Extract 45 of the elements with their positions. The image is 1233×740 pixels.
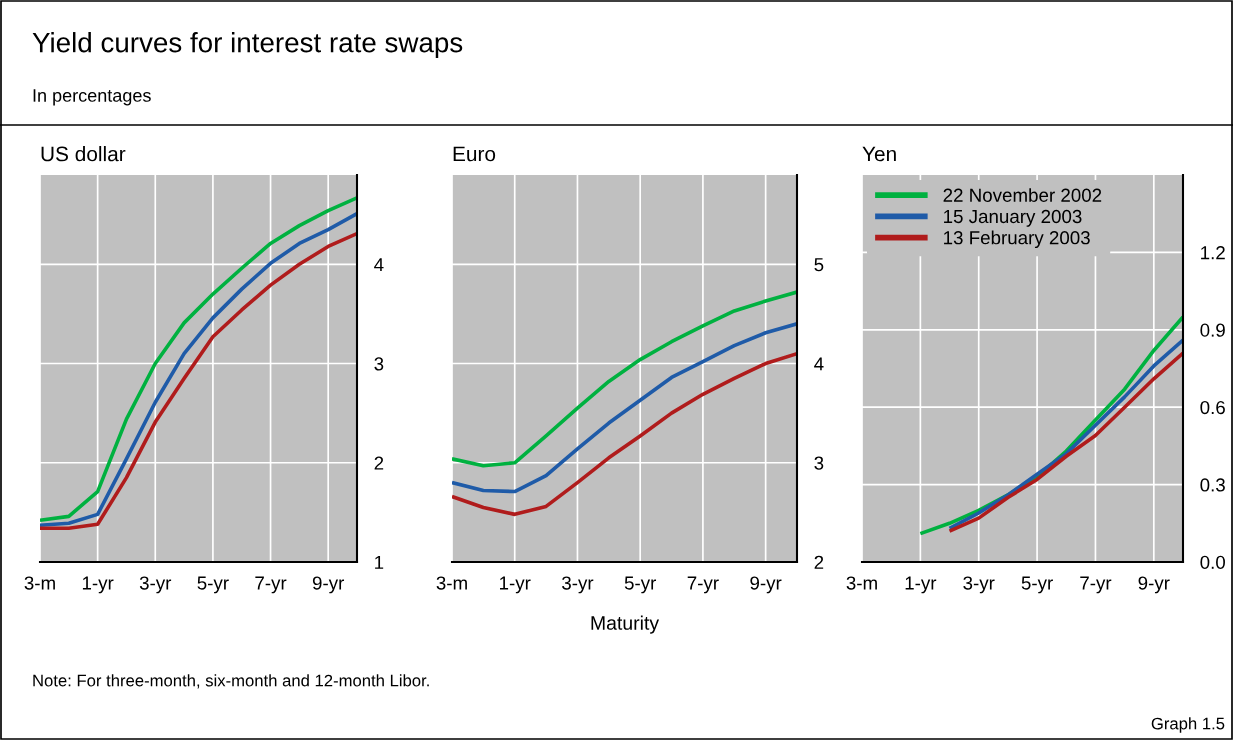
x-tick-label: 3-yr — [963, 576, 995, 594]
x-tick-label: 1-yr — [500, 576, 531, 594]
x-tick-label: 7-yr — [255, 576, 287, 594]
x-tick-label: 3-m — [436, 576, 467, 590]
x-tick-label: 3-yr — [562, 576, 594, 594]
x-tick-label: 9-yr — [312, 576, 345, 594]
legend-label: 13 February 2003 — [944, 230, 1090, 249]
text: Note: For three-month, six-month and 12-month Libor. — [33, 674, 429, 689]
x-tick-label: 5-yr — [1021, 576, 1053, 594]
line-series — [452, 290, 797, 468]
x-tick-label: 3-m — [846, 576, 877, 590]
x-axis-title: Maturity — [591, 615, 660, 634]
y-tick-label: 2 — [814, 555, 824, 569]
y-tick-label: 2 — [374, 456, 384, 470]
y-tick-label: 3 — [374, 357, 384, 371]
x-tick-label: 9-yr — [1138, 576, 1170, 594]
x-tick-label: 7-yr — [687, 576, 719, 594]
x-tick-label: 9-yr — [750, 576, 782, 594]
x-tick-label: 1-yr — [905, 576, 937, 594]
x-tick-label: 3-m — [24, 576, 55, 590]
x-tick-label: 7-yr — [1080, 576, 1112, 594]
legend-label: 22 November 2002 — [943, 188, 1102, 202]
y-tick-label: 5 — [814, 258, 824, 272]
legend-label: 15 January 2003 — [944, 209, 1082, 227]
x-tick-label: 3-yr — [139, 576, 172, 594]
y-tick-label: 0.3 — [1200, 478, 1225, 492]
y-tick-label: 4 — [814, 357, 824, 371]
line-series — [452, 351, 797, 517]
y-tick-label: 0.0 — [1200, 555, 1225, 569]
y-tick-label: 1.2 — [1201, 246, 1225, 260]
chart-title: US dollar — [41, 146, 126, 162]
chart-title: Yen — [862, 146, 896, 162]
x-tick-label: 1-yr — [82, 576, 114, 594]
caption: Graph 1.5 — [1151, 717, 1225, 733]
x-tick-label: 5-yr — [624, 576, 657, 594]
text: In percentages — [33, 89, 151, 106]
y-tick-label: 1 — [375, 555, 384, 569]
text: Yield curves for interest rate swaps — [32, 32, 463, 58]
y-tick-label: 0.9 — [1200, 323, 1225, 337]
x-tick-label: 5-yr — [197, 576, 229, 594]
chart-title: Euro — [453, 146, 496, 162]
line-series — [452, 322, 797, 494]
y-tick-label: 4 — [374, 258, 384, 272]
y-tick-label: 3 — [814, 456, 824, 470]
y-tick-label: 0.6 — [1200, 400, 1225, 415]
